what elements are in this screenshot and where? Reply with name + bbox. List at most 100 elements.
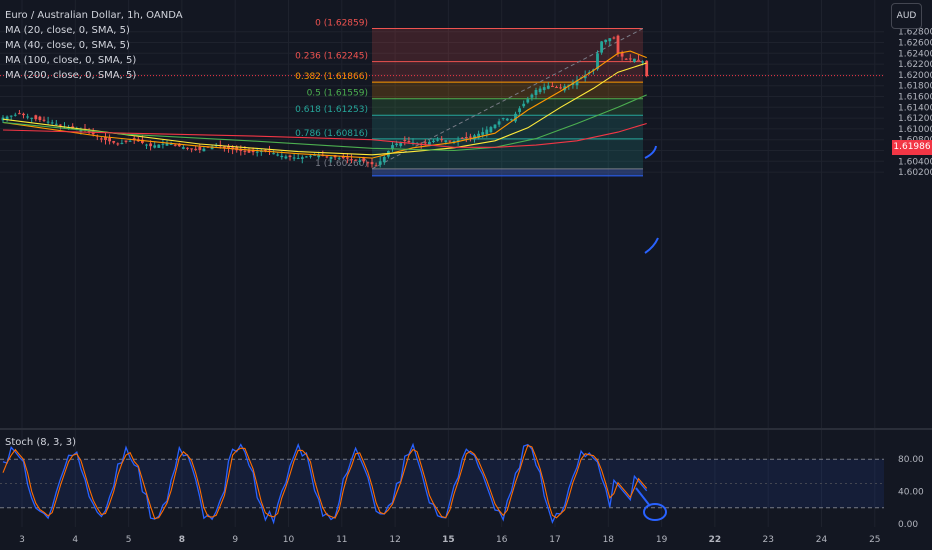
price-axis-label: 1.62000 <box>898 71 932 81</box>
candle-body <box>264 149 267 151</box>
candle-body <box>481 132 485 135</box>
candle-body <box>374 165 378 167</box>
candle-body <box>292 157 296 159</box>
ma40-legend[interactable]: MA (40, close, 0, SMA, 5) <box>5 40 130 51</box>
candle-body <box>120 142 124 144</box>
price-axis-label: 1.62400 <box>898 49 932 59</box>
candle-body <box>497 121 501 125</box>
candle-body <box>165 142 169 146</box>
fib-level-label: 0.618 (1.61253) <box>295 105 368 115</box>
candle-body <box>452 140 456 143</box>
candle-body <box>428 141 431 146</box>
candle-body <box>530 94 534 98</box>
candle-body <box>391 145 394 150</box>
candle-body <box>464 137 468 139</box>
candle-body <box>239 149 243 152</box>
time-axis-label: 3 <box>19 535 25 545</box>
ma200-legend[interactable]: MA (200, close, 0, SMA, 5) <box>5 70 137 81</box>
price-axis-label: 1.61600 <box>898 93 932 103</box>
fib-level-label: 0.382 (1.61866) <box>295 72 368 82</box>
candle-body <box>104 136 107 140</box>
candle-body <box>50 122 54 124</box>
stoch-d-line <box>2 444 648 520</box>
candle-body <box>620 52 624 57</box>
time-axis-label: 16 <box>496 535 508 545</box>
moving-average-line <box>2 122 647 148</box>
candle-body <box>317 155 321 158</box>
candle-body <box>501 118 505 120</box>
candle-body <box>9 115 13 117</box>
price-axis-label: 1.61000 <box>898 125 932 135</box>
price-axis-label: 1.60200 <box>898 168 932 178</box>
candle-body <box>358 160 362 162</box>
candle-body <box>382 156 386 163</box>
candle-body <box>399 142 403 146</box>
candle-body <box>645 60 649 76</box>
price-axis-label: 1.62200 <box>898 60 932 70</box>
stoch-axis-label: 80.00 <box>898 455 924 465</box>
fib-zone-1 <box>372 168 643 176</box>
candle-body <box>18 113 21 115</box>
time-axis-label: 25 <box>869 535 880 545</box>
annotation-circle <box>643 503 667 521</box>
ma100-legend[interactable]: MA (100, close, 0, SMA, 5) <box>5 55 137 66</box>
fib-level-label: 0.786 (1.60816) <box>295 129 368 139</box>
candle-body <box>596 53 599 70</box>
stoch-k-line <box>2 442 648 525</box>
time-axis-label: 18 <box>603 535 615 545</box>
candle-body <box>432 140 435 142</box>
fib-level-label: 0.5 (1.61559) <box>307 89 368 99</box>
price-axis-label: 1.61200 <box>898 114 932 124</box>
candle-body <box>403 139 407 141</box>
candle-body <box>354 159 357 161</box>
candle-body <box>280 155 284 158</box>
candle-body <box>116 143 120 145</box>
candle-body <box>223 146 226 148</box>
time-axis-label: 24 <box>816 535 828 545</box>
candle-body <box>526 99 530 103</box>
annotation-arrow <box>635 487 651 507</box>
candle-body <box>54 123 58 125</box>
candle-body <box>71 126 75 129</box>
candle-body <box>583 74 587 79</box>
candle-body <box>194 148 198 150</box>
candle-body <box>153 145 157 148</box>
annotation-arc-lower <box>644 237 659 254</box>
candle-body <box>34 115 38 120</box>
time-axis-label: 8 <box>179 535 185 545</box>
candle-body <box>300 157 304 159</box>
time-axis-label: 19 <box>656 535 668 545</box>
candle-body <box>132 138 136 140</box>
candle-body <box>141 139 144 143</box>
candle-body <box>493 124 497 129</box>
candle-body <box>350 159 353 161</box>
price-axis-label: 1.62800 <box>898 28 932 38</box>
fib-level-label: 1 (1.60260) <box>315 159 368 169</box>
chart-legend: Euro / Australian Dollar, 1h, OANDA MA (… <box>5 8 183 83</box>
candle-body <box>341 156 345 159</box>
candle-body <box>26 116 29 118</box>
ma20-legend[interactable]: MA (20, close, 0, SMA, 5) <box>5 25 130 36</box>
currency-button[interactable]: AUD <box>891 3 922 29</box>
stoch-legend[interactable]: Stoch (8, 3, 3) <box>5 437 77 448</box>
candle-body <box>378 161 382 165</box>
time-axis <box>0 528 932 550</box>
candle-body <box>575 80 579 86</box>
candle-body <box>182 147 185 149</box>
candle-body <box>124 140 128 142</box>
candle-body <box>510 119 513 121</box>
candle-body <box>173 144 177 146</box>
candle-body <box>38 116 42 120</box>
candle-body <box>157 144 161 148</box>
candle-body <box>190 148 193 150</box>
time-axis-label: 12 <box>389 535 400 545</box>
price-axis-label: 1.61400 <box>898 103 932 113</box>
candle-body <box>337 157 341 159</box>
moving-average-line <box>2 94 647 152</box>
symbol-title[interactable]: Euro / Australian Dollar, 1h, OANDA <box>5 10 183 21</box>
candle-body <box>161 143 165 145</box>
candle-body <box>284 156 288 159</box>
time-axis-label: 9 <box>232 535 238 545</box>
candle-body <box>288 155 292 157</box>
